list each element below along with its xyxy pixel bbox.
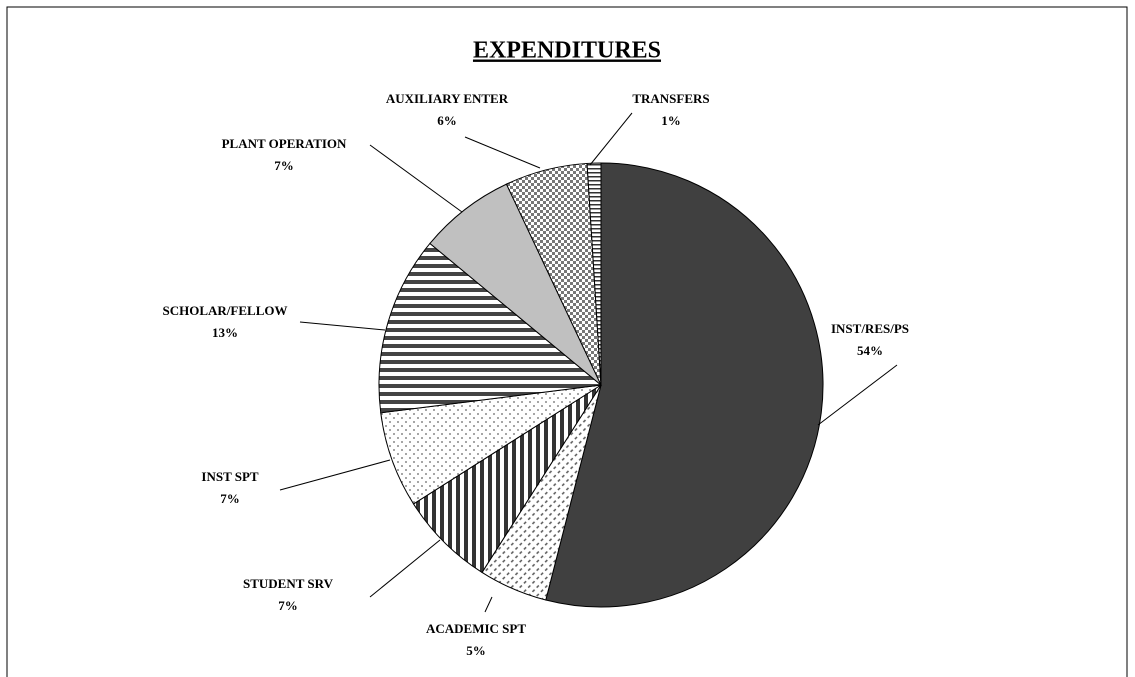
slice-value-label: 5% [466,643,486,658]
leader-line [589,112,633,166]
leader-line [369,144,463,213]
pie-slice [378,242,603,414]
leader-line [817,364,898,426]
slice-label: AUXILIARY ENTER [386,91,509,106]
chart-title: EXPENDITURES [473,38,661,64]
leader-line [369,539,441,598]
slice-value-label: 6% [437,113,457,128]
slice-label: INST SPT [201,469,259,484]
frame [6,6,1128,677]
leader-line [279,459,391,491]
leader-line [464,136,541,169]
slice-label: SCHOLAR/FELLOW [163,303,288,318]
pie-slice [586,162,602,386]
slice-label: PLANT OPERATION [222,136,347,151]
slice-label: ACADEMIC SPT [426,621,526,636]
pie-slice [545,162,824,608]
leader-line [484,596,493,613]
slice-value-label: 7% [278,598,298,613]
slice-value-label: 13% [212,325,238,340]
slice-value-label: 1% [661,113,681,128]
slice-value-label: 7% [220,491,240,506]
slice-value-label: 54% [857,343,883,358]
slice-label: TRANSFERS [632,91,709,106]
leader-line [299,321,386,331]
slice-label: STUDENT SRV [243,576,334,591]
slice-value-label: 7% [274,158,294,173]
slice-label: INST/RES/PS [831,321,909,336]
